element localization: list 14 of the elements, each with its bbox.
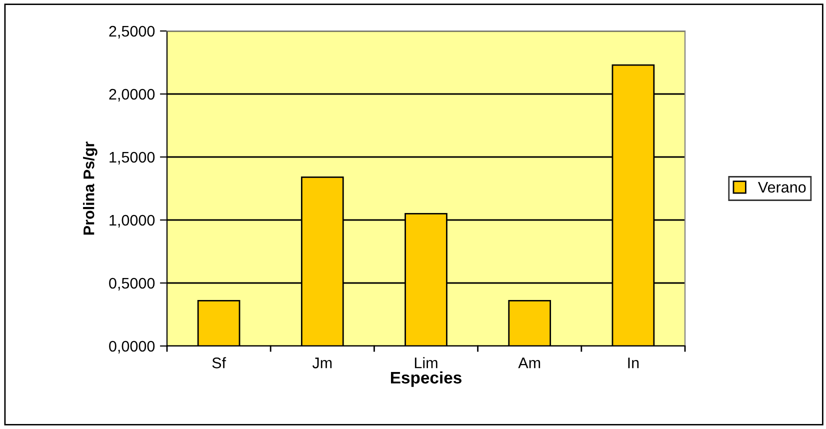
y-tick-label: 2,0000 xyxy=(109,88,155,102)
y-tick-label: 1,0000 xyxy=(110,214,155,228)
x-tick-label: In xyxy=(628,358,639,368)
x-tick-label: Lim xyxy=(414,357,438,368)
legend-label: Verano xyxy=(758,182,806,193)
y-tick-label: 1,5000 xyxy=(110,152,155,164)
x-tick-label: Am xyxy=(518,358,540,368)
x-axis-title: Especies xyxy=(390,371,462,387)
x-tick-label: Sf xyxy=(212,357,226,368)
x-tick-label: Jm xyxy=(312,358,332,368)
y-tick-label: 2,5000 xyxy=(109,26,155,38)
y-tick-label: 0,5000 xyxy=(109,278,155,290)
y-tick-label: 0,0000 xyxy=(109,340,155,354)
y-axis-title: Prolina Ps/gr xyxy=(83,142,98,235)
